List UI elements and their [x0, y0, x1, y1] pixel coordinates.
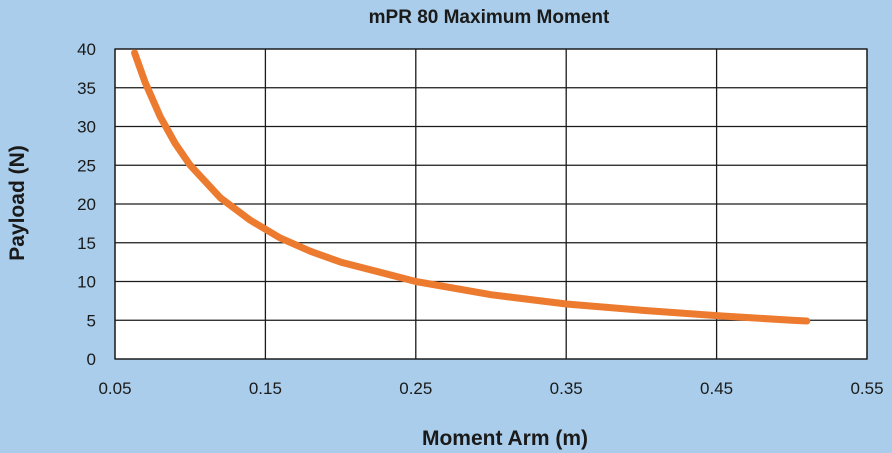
chart-title: mPR 80 Maximum Moment	[369, 7, 610, 28]
x-tick-label: 0.15	[249, 379, 282, 398]
series-line	[131, 49, 811, 325]
x-axis-title: Moment Arm (m)	[422, 427, 588, 450]
y-tick-label: 5	[87, 311, 96, 330]
x-tick-label: 0.45	[700, 379, 733, 398]
y-tick-label: 35	[77, 79, 96, 98]
x-tick-label: 0.55	[850, 379, 883, 398]
y-tick-label: 30	[77, 118, 96, 137]
y-axis-title: Payload (N)	[6, 145, 29, 261]
y-tick-label: 20	[77, 195, 96, 214]
series-layer	[131, 49, 811, 325]
x-tick-label: 0.35	[550, 379, 583, 398]
y-tick-label: 40	[77, 40, 96, 59]
y-axis-ticks: 0 5 10 15 20 25 30 35 40	[77, 40, 96, 369]
y-tick-label: 0	[87, 350, 96, 369]
y-tick-label: 15	[77, 234, 96, 253]
x-tick-label: 0.05	[98, 379, 131, 398]
y-tick-label: 10	[77, 273, 96, 292]
grid-lines	[114, 48, 868, 360]
x-axis-ticks: 0.05 0.15 0.25 0.35 0.45 0.55	[98, 379, 883, 398]
y-tick-label: 25	[77, 156, 96, 175]
x-tick-label: 0.25	[399, 379, 432, 398]
